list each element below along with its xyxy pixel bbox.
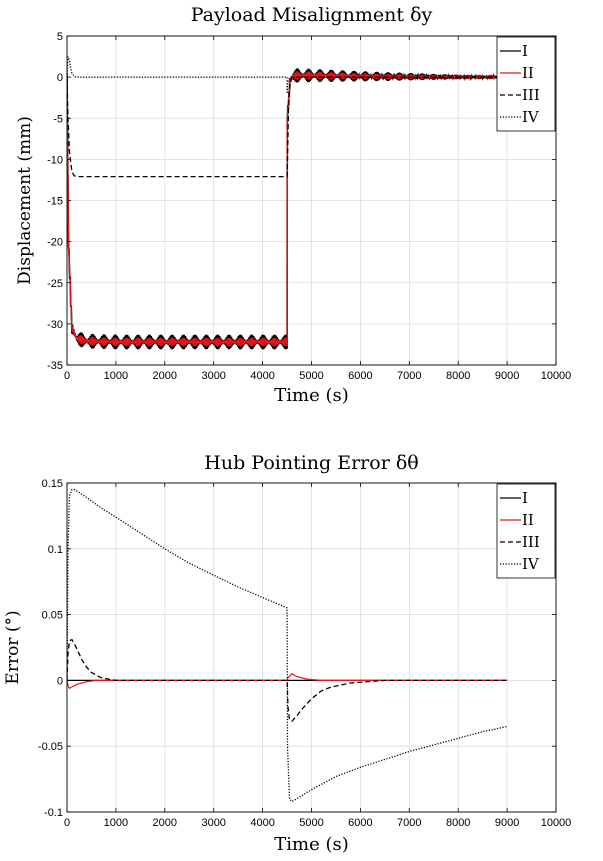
y-tick-label: -0.1 [44,807,63,819]
legend-label-I: I [522,489,528,507]
legend-label-II: II [522,64,534,82]
y-tick-label: -35 [47,360,63,372]
x-tick-label: 0 [64,370,70,382]
series-group [67,56,508,350]
x-tick-label: 5000 [299,817,323,829]
y-tick-label: -0.05 [38,741,63,753]
legend-label-IV: IV [522,108,540,126]
y-axis-label: Error (°) [3,610,23,684]
x-tick-label: 7000 [397,817,421,829]
series-group [67,488,508,803]
x-tick-label: 10000 [541,817,572,829]
ticks: 0 1000 2000 3000 4000 5000 6000 7000 8000 9000 100… [38,478,571,829]
legend-label-III: III [522,86,540,104]
series-line-III [67,76,508,178]
y-tick-label: 0.05 [42,610,63,622]
legend-box [496,36,556,132]
x-tick-label: 5000 [299,370,323,382]
y-tick-label: -20 [47,237,63,249]
x-tick-label: 3000 [201,370,225,382]
x-tick-label: 3000 [201,817,225,829]
y-tick-label: -30 [47,319,63,331]
x-tick-label: 6000 [348,370,372,382]
x-tick-label: 1000 [104,817,128,829]
legend-label-IV: IV [522,555,540,573]
y-axis-label: Displacement (mm) [15,116,35,285]
x-tick-label: 2000 [153,817,177,829]
y-tick-label: -10 [47,154,63,166]
y-tick-label: -25 [47,278,63,290]
x-tick-label: 1000 [104,370,128,382]
legend-box [496,483,556,579]
y-tick-label: -15 [47,196,63,208]
y-tick-label: 0.15 [42,478,63,490]
ticks: 0 1000 2000 3000 4000 5000 6000 7000 8000 9000 100… [47,31,571,382]
x-tick-label: 6000 [348,817,372,829]
series-line-II [67,74,508,343]
y-tick-label: -5 [53,113,63,125]
x-tick-label: 9000 [495,817,519,829]
chart-title: Payload Misalignment δy [191,4,433,26]
y-tick-label: 0 [57,675,63,687]
x-tick-label: 7000 [397,370,421,382]
x-tick-label: 8000 [446,817,470,829]
legend-label-II: II [522,511,534,529]
x-tick-label: 8000 [446,370,470,382]
chart-payload-misalignment: 0 1000 2000 3000 4000 5000 6000 7000 8000 9000 100… [15,4,571,406]
legend-label-III: III [522,533,540,551]
x-tick-label: 10000 [541,370,572,382]
x-tick-label: 0 [64,817,70,829]
x-tick-label: 4000 [250,370,274,382]
x-axis-label: Time (s) [274,834,349,855]
y-tick-label: 0.1 [48,544,63,556]
x-tick-label: 9000 [495,370,519,382]
x-tick-label: 4000 [250,817,274,829]
y-tick-label: 0 [57,72,63,84]
chart-title: Hub Pointing Error δθ [204,452,418,474]
chart-hub-pointing-error: 0 1000 2000 3000 4000 5000 6000 7000 8000 9000 100… [3,452,571,855]
legend-label-I: I [522,42,528,60]
x-tick-label: 2000 [153,370,177,382]
y-tick-label: 5 [57,31,63,43]
x-axis-label: Time (s) [274,385,349,406]
